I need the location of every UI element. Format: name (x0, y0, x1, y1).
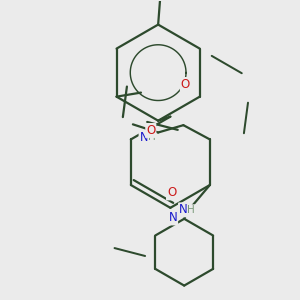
Text: N: N (140, 131, 148, 144)
Text: N: N (179, 203, 188, 216)
Text: H: H (188, 205, 195, 215)
Text: O: O (167, 186, 176, 200)
Text: O: O (146, 124, 155, 137)
Text: O: O (181, 78, 190, 91)
Text: N: N (168, 212, 177, 224)
Text: H: H (148, 132, 156, 142)
